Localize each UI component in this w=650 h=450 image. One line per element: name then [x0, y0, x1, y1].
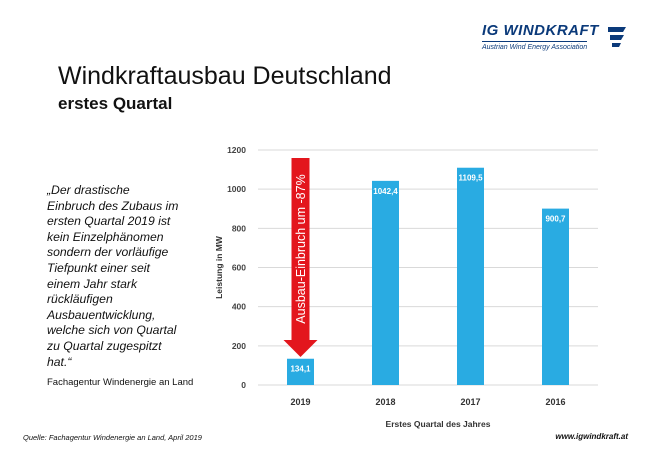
bar [372, 180, 399, 385]
page-subtitle: erstes Quartal [58, 94, 173, 113]
quote-line: welche sich von Quartal [47, 323, 177, 338]
quote-line: Einbruch des Zubaus im [47, 198, 179, 213]
footer-source: Quelle: Fachagentur Windenergie an Land,… [23, 433, 202, 442]
x-tick-label: 2016 [545, 397, 565, 407]
y-tick-label: 400 [232, 302, 246, 312]
quote-block: „Der drastische Einbruch des Zubaus im e… [47, 183, 277, 370]
y-tick-label: 800 [232, 223, 246, 233]
quote-line: zu Quartal zugespitzt [47, 338, 162, 353]
data-label: 1109,5 [458, 174, 483, 183]
x-axis-label: Erstes Quartal des Jahres [386, 419, 491, 429]
page-title: Windkraftausbau Deutschland [58, 62, 392, 90]
x-tick-label: 2017 [460, 397, 480, 407]
logo-name: IG WINDKRAFT [482, 22, 599, 39]
bar [287, 358, 314, 385]
logo: IG WINDKRAFT Austrian Wind Energy Associ… [482, 22, 632, 56]
quote-line: „Der drastische [47, 183, 130, 197]
y-tick-label: 600 [232, 263, 246, 273]
quote-line: Tiefpunkt einer seit [47, 260, 150, 275]
y-tick-label: 0 [241, 380, 246, 390]
y-tick-label: 1000 [227, 184, 246, 194]
arrow-annotation: Ausbau-Einbruch um -87% [294, 174, 308, 323]
quote-line: einem Jahr stark [47, 276, 138, 291]
wind-turbine-icon [608, 27, 626, 47]
data-label: 1042,4 [373, 187, 398, 196]
x-tick-label: 2019 [290, 397, 310, 407]
y-tick-label: 1200 [227, 145, 246, 155]
y-tick-label: 200 [232, 341, 246, 351]
x-tick-label: 2018 [375, 397, 395, 407]
quote-line: rückläufigen [47, 292, 113, 307]
y-axis-label: Leistung in MW [214, 235, 224, 299]
quote-line: sondern der vorläufige [47, 245, 169, 260]
quote-source: Fachagentur Windenergie an Land [47, 377, 194, 388]
bar [542, 208, 569, 385]
data-label: 900,7 [545, 215, 566, 224]
decline-arrow-icon [283, 158, 318, 357]
data-label: 134,1 [290, 365, 311, 374]
logo-tagline: Austrian Wind Energy Association [482, 41, 588, 51]
quote-line: ersten Quartal 2019 ist [47, 214, 171, 229]
quote-line: hat.“ [47, 354, 72, 369]
quote-line: Ausbauentwicklung, [47, 307, 156, 322]
bar [457, 167, 484, 385]
quote-line: kein Einzelphänomen [47, 229, 164, 244]
footer-website[interactable]: www.igwindkraft.at [555, 432, 628, 441]
